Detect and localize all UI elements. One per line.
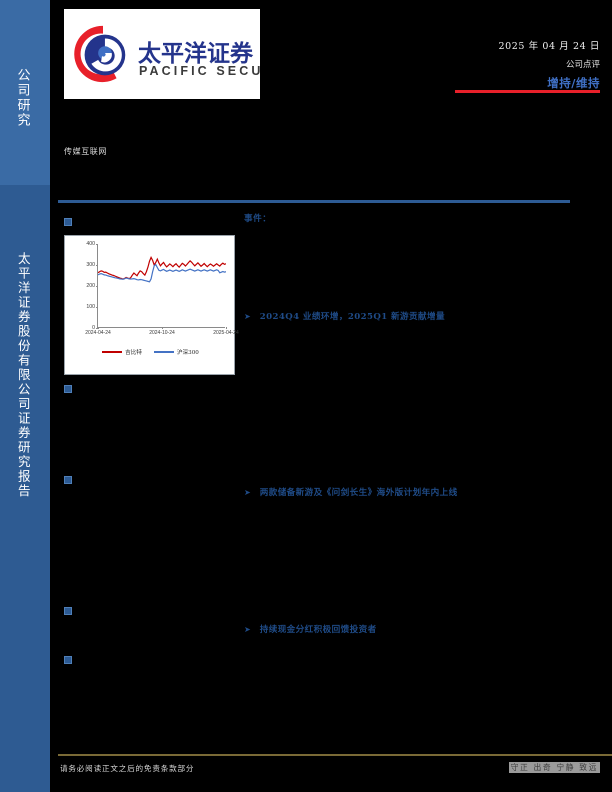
y-axis-tick-label: 300 <box>86 262 95 268</box>
section-separator <box>58 200 570 203</box>
sidebar-research-label: 公司研究 <box>14 68 30 128</box>
bullet-item-2: ➤ 持续现金分红积极回馈投资者 <box>244 623 377 635</box>
x-axis-tick-mark <box>162 327 163 329</box>
bullet-text: 两款储备新游及《问剑长生》海外版计划年内上线 <box>259 488 458 498</box>
legend-item: 沪深300 <box>153 348 199 356</box>
stock-performance-chart: 0 100 200 300 400 2024-04-24 2024-10-24 2025-04… <box>64 235 239 375</box>
side-marker-3 <box>64 607 72 615</box>
legend-swatch <box>153 351 174 353</box>
y-axis-tick-label: 0 <box>92 325 95 331</box>
y-axis-tick-mark <box>96 244 98 245</box>
y-axis-tick-label: 400 <box>86 241 95 247</box>
x-axis-tick-label: 2024-04-24 <box>85 330 111 336</box>
series-line-吉比特 <box>98 257 226 279</box>
left-sidebar: 公司研究 太平洋证券股份有限公司证券研究报告 <box>0 0 50 792</box>
event-heading: 事件： <box>244 214 272 224</box>
series-line-沪深300 <box>98 265 226 282</box>
sidebar-top-box <box>0 0 50 185</box>
legend-item: 吉比特 <box>102 348 142 356</box>
header-red-rule <box>455 90 600 93</box>
rating-badge: 增持/维持 <box>547 76 600 90</box>
logo-english-name: PACIFIC SECURITIES <box>139 64 260 78</box>
y-axis-tick-mark <box>96 307 98 308</box>
legend-swatch <box>102 351 123 353</box>
bullet-text: 2024Q4 业绩环增，2025Q1 新游贡献增量 <box>259 312 445 322</box>
footer-disclaimer: 请务必阅读正文之后的免责条款部分 <box>60 764 195 773</box>
y-axis-tick-mark <box>96 286 98 287</box>
header-meta: 2025 年 04 月 24 日 公司点评 增持/维持 <box>340 38 600 91</box>
bullet-arrow-icon: ➤ <box>244 625 251 634</box>
y-axis-tick-mark <box>96 265 98 266</box>
sidebar-company-label: 太平洋证券股份有限公司证券研究报告 <box>15 252 31 499</box>
side-marker-1 <box>64 385 72 393</box>
x-axis-tick-mark <box>98 327 99 329</box>
chart-plot-area: 0 100 200 300 400 2024-04-24 2024-10-24 2025-04… <box>85 241 239 336</box>
x-axis-tick-label: 2025-04-24 <box>213 330 239 336</box>
bullet-item-0: ➤ 2024Q4 业绩环增，2025Q1 新游贡献增量 <box>244 310 445 322</box>
legend-label: 吉比特 <box>125 350 142 356</box>
side-marker-2 <box>64 476 72 484</box>
pacific-securities-logo-icon <box>74 25 126 83</box>
bullet-arrow-icon: ➤ <box>244 488 251 497</box>
footer-rule <box>58 754 612 756</box>
footer-slogan: 守正 出奇 宁静 致远 <box>508 762 600 773</box>
bullet-text: 持续现金分红积极回馈投资者 <box>259 625 377 635</box>
bullet-item-1: ➤ 两款储备新游及《问剑长生》海外版计划年内上线 <box>244 486 458 498</box>
bullet-arrow-icon: ➤ <box>244 312 251 321</box>
company-logo: 太平洋证券 PACIFIC SECURITIES <box>64 9 260 99</box>
side-marker-0 <box>64 218 72 226</box>
page-content: 太平洋证券 PACIFIC SECURITIES 2025 年 04 月 24 … <box>50 0 612 792</box>
y-axis-tick-mark <box>96 328 98 329</box>
y-axis-tick-label: 100 <box>86 304 95 310</box>
x-axis-tick-mark <box>226 327 227 329</box>
legend-label: 沪深300 <box>176 350 199 356</box>
y-axis-tick-label: 200 <box>86 283 95 289</box>
logo-chinese-name: 太平洋证券 <box>138 41 253 67</box>
chart-lines <box>98 244 226 328</box>
report-date: 2025 年 04 月 24 日 <box>498 41 600 52</box>
x-axis-tick-label: 2024-10-24 <box>149 330 175 336</box>
industry-label: 传媒互联网 <box>64 147 107 156</box>
chart-legend: 吉比特 沪深300 <box>65 348 236 356</box>
side-marker-4 <box>64 656 72 664</box>
report-type: 公司点评 <box>565 60 600 70</box>
